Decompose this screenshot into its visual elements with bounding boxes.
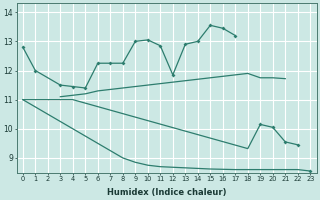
X-axis label: Humidex (Indice chaleur): Humidex (Indice chaleur) [107, 188, 226, 197]
